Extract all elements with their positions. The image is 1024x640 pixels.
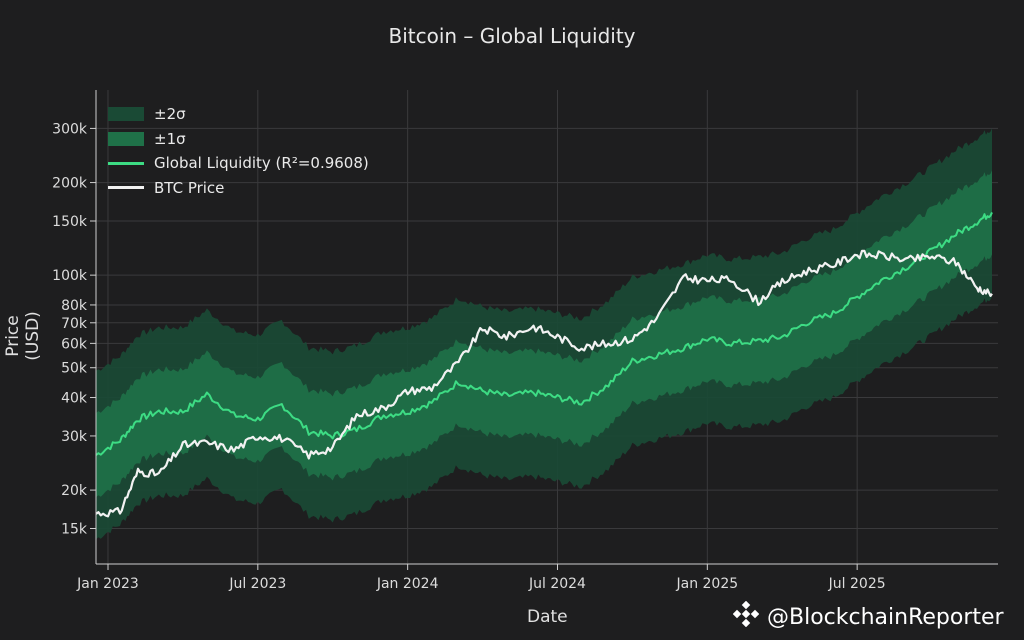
series-btc-price [95,249,993,518]
legend-label-btc-price: BTC Price [154,178,225,197]
y-tick-label: 100k [52,268,88,284]
legend-swatch-1sigma [108,131,144,146]
legend-label-2sigma: ±2σ [154,105,186,124]
x-tick-label: Jan 2025 [675,576,738,592]
legend-item-global-liquidity: Global Liquidity (R²=0.9608) [108,151,369,176]
series-lines [95,211,993,518]
y-tick-label: 15k [61,522,88,538]
y-axis-ticks: 15k 20k 30k 40k 50k 60k 70k 80k 100k 150k 200k 300k [52,121,96,538]
watermark: @BlockchainReporter [732,600,1004,633]
band-1sigma [96,170,992,498]
x-tick-label: Jul 2023 [228,576,286,592]
y-tick-label: 20k [61,483,88,499]
y-tick-label: 30k [61,429,88,445]
sigma-bands [96,128,992,540]
y-tick-label: 70k [61,316,88,332]
legend-swatch-btc-price [108,186,144,190]
y-tick-label: 150k [52,214,88,230]
y-tick-label: 200k [52,176,88,192]
x-tick-label: Jan 2024 [376,576,439,592]
legend: ±2σ ±1σ Global Liquidity (R²=0.9608) BTC… [108,102,369,200]
y-tick-label: 40k [61,391,88,407]
watermark-text: @BlockchainReporter [767,604,1004,630]
y-tick-label: 300k [52,121,88,137]
y-tick-label: 60k [61,336,88,352]
legend-item-1sigma: ±1σ [108,127,369,152]
x-axis-label: Date [527,607,568,627]
chart-title: Bitcoin – Global Liquidity [388,24,636,48]
legend-swatch-global-liquidity [108,161,144,165]
x-axis-ticks: Jan 2023 Jul 2023 Jan 2024 Jul 2024 Jan 2025… [76,564,886,592]
legend-label-global-liquidity: Global Liquidity (R²=0.9608) [154,154,369,173]
legend-label-1sigma: ±1σ [154,129,186,148]
x-tick-label: Jul 2024 [528,576,586,592]
legend-item-2sigma: ±2σ [108,102,369,127]
legend-item-btc-price: BTC Price [108,176,369,201]
legend-swatch-2sigma [108,107,144,122]
y-axis-label: Price (USD) [3,311,43,361]
binance-diamond-icon [732,600,760,633]
series-global-liquidity [95,211,993,456]
y-tick-label: 50k [61,361,88,377]
x-tick-label: Jul 2025 [828,576,886,592]
x-tick-label: Jan 2023 [76,576,139,592]
y-tick-label: 80k [61,298,88,314]
